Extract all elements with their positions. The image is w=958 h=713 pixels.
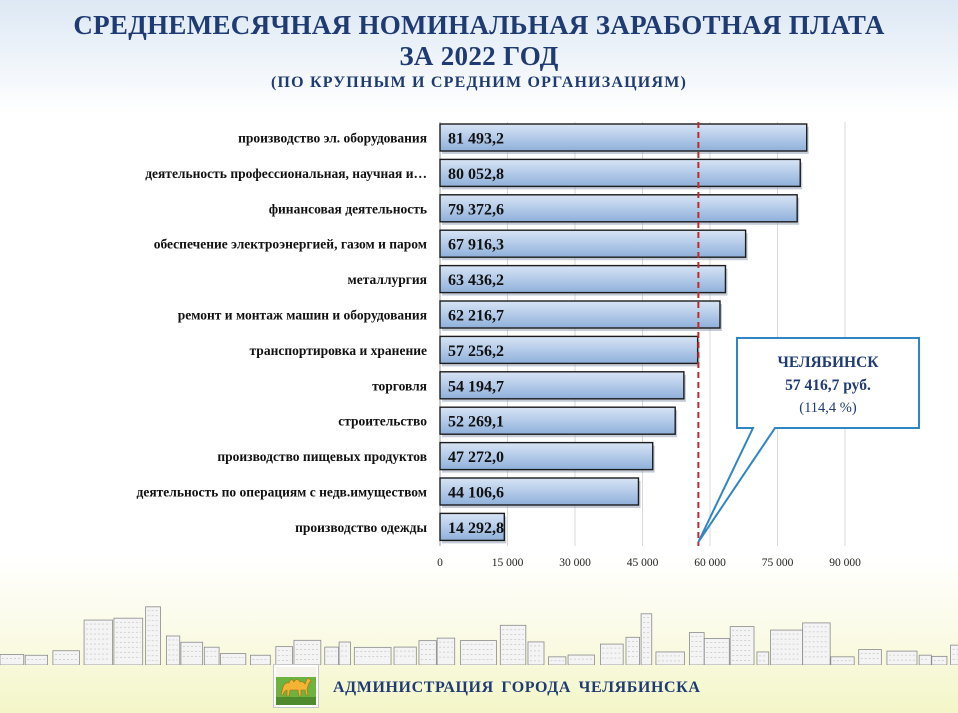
data-label: 44 106,6 [448,485,504,502]
data-label: 52 269,1 [448,414,504,431]
category-label: строительство [338,414,427,429]
category-label: финансовая деятельность [269,201,427,216]
bar [439,335,699,365]
chart-title: СРЕДНЕМЕСЯЧНАЯ НОМИНАЛЬНАЯ ЗАРАБОТНАЯ ПЛ… [73,10,885,40]
category-label: ремонт и монтаж машин и оборудования [178,308,427,323]
bar [439,158,801,188]
skyline-building [567,654,595,665]
skyline-building [83,619,113,665]
skyline-building [165,635,181,665]
bar [439,123,808,152]
category-label: металлургия [348,272,427,287]
skyline-building [220,653,247,665]
category-label: транспортировка и хранение [250,343,427,358]
x-tick-label: 45 000 [627,557,659,569]
skyline-building [600,643,624,665]
skyline-building [655,651,685,665]
category-label: деятельность профессиональная, научная и… [145,166,427,181]
skyline-building [689,632,705,665]
data-label: 54 194,7 [448,378,504,395]
gridlines [439,122,846,546]
x-tick-label: 0 [437,557,443,569]
skyline-building [499,624,527,665]
x-tick-label: 75 000 [762,557,794,569]
x-tick-label: 90 000 [829,557,861,569]
value-labels: 81 493,2 80 052,8 79 372,6 67 916,3 63 436,2… [448,131,504,537]
bar [439,406,676,435]
skyline-building [886,650,918,665]
data-label: 63 436,2 [448,272,504,289]
callout-value: 57 416,7 руб. [785,377,871,394]
city-skyline-decoration [0,606,958,665]
category-label: торговля [372,378,427,393]
skyline-building [918,654,932,665]
x-tick-label: 15 000 [492,557,524,569]
skyline-building [338,641,351,665]
data-label: 67 916,3 [448,237,504,254]
skyline-building [250,654,271,665]
camel-coat-of-arms-icon [273,664,319,708]
callout-percent: (114,4 %) [799,400,857,416]
skyline-building [418,640,437,665]
skyline-building [275,646,293,665]
bar-chart: производство эл. оборудования деятельност… [137,122,920,569]
footer-org-name: АДМИНИСТРАЦИЯ ГОРОДА ЧЕЛЯБИНСКА [333,679,701,696]
skyline-buildings [0,606,958,665]
bar [439,512,506,542]
bar [439,300,721,329]
x-tick-label: 60 000 [694,557,726,569]
bars [439,123,809,544]
data-label: 47 272,0 [448,449,504,466]
data-label: 62 216,7 [448,308,504,325]
bar [439,229,747,258]
skyline-building [756,651,770,665]
skyline-building [0,654,25,665]
x-tick-label: 30 000 [559,557,591,569]
skyline-building [436,637,456,665]
bar [439,371,685,400]
skyline-building [770,629,804,665]
skyline-building [113,617,144,665]
bar [439,477,640,506]
data-label: 80 052,8 [448,166,504,183]
skyline-building [527,641,545,665]
category-label: обеспечение электроэнергией, газом и пар… [154,237,427,252]
chart-subtitle: (ПО КРУПНЫМ И СРЕДНИМ ОРГАНИЗАЦИЯМ) [270,74,688,91]
skyline-building [858,649,882,665]
skyline-building [802,622,831,665]
skyline-building [703,638,730,665]
category-label: производство пищевых продуктов [217,449,427,464]
skyline-building [180,641,204,665]
skyline-building [640,613,653,665]
bar [439,194,798,223]
category-label: производство эл. оборудования [238,131,427,146]
category-label: деятельность по операциям с недв.имущест… [137,485,427,500]
skyline-building [24,654,49,665]
bar [439,441,654,471]
data-label: 14 292,8 [448,520,504,537]
bar [439,264,727,294]
x-axis-ticks: 0 15 000 30 000 45 000 60 000 75 000 90 000 [437,557,861,569]
callout-box [697,337,920,543]
chart-title-line2: ЗА 2022 ГОД [399,41,559,71]
callout-city: ЧЕЛЯБИНСК [777,354,879,371]
category-label: производство одежды [295,520,427,535]
skyline-building [931,655,948,665]
skyline-building [950,644,958,665]
category-labels: производство эл. оборудования деятельност… [137,131,428,535]
data-label: 81 493,2 [448,131,504,148]
data-label: 57 256,2 [448,343,504,360]
skyline-building [52,650,80,665]
skyline-building [293,639,322,665]
city-callout: ЧЕЛЯБИНСК 57 416,7 руб. (114,4 %) [697,337,920,543]
skyline-building [460,640,497,665]
data-label: 79 372,6 [448,201,504,218]
